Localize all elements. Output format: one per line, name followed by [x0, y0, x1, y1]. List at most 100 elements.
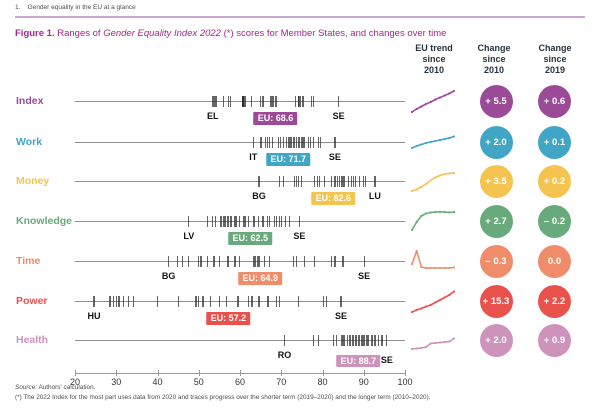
score-tick	[338, 175, 341, 187]
score-tick	[278, 295, 280, 307]
x-axis-tick	[75, 370, 76, 376]
row-label-work: Work	[16, 136, 43, 148]
score-tick	[293, 136, 296, 148]
change-2010-badge: + 5.5	[479, 84, 513, 118]
range-line	[75, 142, 405, 143]
row-label-money: Money	[16, 175, 50, 187]
score-tick	[223, 215, 225, 227]
score-tick	[335, 175, 337, 187]
score-tick	[360, 334, 362, 346]
score-tick	[310, 95, 312, 107]
score-tick	[195, 295, 197, 307]
score-tick	[273, 215, 275, 227]
score-tick	[253, 215, 255, 227]
score-tick	[118, 295, 120, 307]
score-tick	[340, 334, 343, 346]
range-line	[75, 181, 405, 182]
eu-score-badge: EU: 68.6	[253, 112, 298, 125]
sparkline-marker	[429, 179, 432, 182]
score-tick	[278, 175, 280, 187]
score-tick	[312, 95, 315, 107]
score-tick	[275, 95, 277, 107]
score-tick	[200, 255, 203, 267]
score-tick	[260, 136, 262, 148]
score-tick	[288, 215, 291, 227]
score-tick	[252, 136, 254, 148]
sparkline-marker	[434, 210, 437, 214]
score-tick	[363, 255, 365, 267]
x-axis-tick-label: 20	[69, 377, 81, 387]
score-tick	[351, 175, 353, 187]
sparkline-marker	[410, 310, 414, 314]
sparkline-marker	[448, 340, 451, 343]
score-tick	[156, 295, 159, 307]
score-tick	[342, 175, 344, 187]
row-label-time: Time	[16, 255, 41, 267]
sparkline-marker	[452, 171, 456, 175]
sparkline-marker	[424, 182, 428, 186]
score-tick	[238, 215, 240, 227]
score-tick	[259, 95, 262, 107]
x-axis-tick	[281, 370, 283, 376]
score-tick	[298, 95, 300, 107]
change-2019-badge: 0.0	[538, 244, 571, 278]
sparkline-marker	[434, 341, 437, 345]
score-tick	[285, 136, 287, 148]
score-tick	[279, 136, 282, 148]
score-tick	[230, 215, 232, 227]
sparkline-marker	[438, 96, 442, 99]
score-tick	[312, 136, 315, 148]
score-tick	[227, 215, 229, 227]
score-tick	[337, 175, 339, 187]
sparkline-svg	[410, 135, 456, 150]
score-tick	[367, 334, 369, 346]
score-tick	[334, 255, 336, 267]
sparkline-marker	[424, 212, 428, 215]
min-country-label: HU	[87, 311, 101, 321]
score-tick	[207, 255, 209, 267]
column-header-change-2019: Change since 2019	[538, 43, 572, 75]
score-tick	[219, 295, 221, 307]
score-tick	[303, 255, 305, 267]
x-axis-tick	[322, 370, 324, 376]
sparkline-marker	[438, 174, 442, 177]
score-tick	[251, 295, 253, 307]
score-tick	[243, 95, 245, 107]
eu-score-badge: EU: 82.6	[311, 192, 355, 205]
sparkline-marker	[410, 262, 414, 266]
sparkline-marker	[434, 98, 437, 101]
score-tick	[300, 136, 303, 148]
sparkline-marker	[415, 107, 418, 111]
score-tick	[182, 255, 184, 267]
score-tick	[250, 95, 253, 107]
sparkline-marker	[452, 135, 456, 138]
score-tick	[242, 95, 244, 107]
sparkline-marker	[415, 188, 418, 191]
footnote: (*) The 2022 Index for the most part use…	[15, 393, 431, 401]
score-tick	[132, 295, 134, 307]
score-tick	[347, 175, 350, 187]
score-tick	[325, 295, 328, 307]
row-label-power: Power	[16, 295, 48, 307]
sparkline-marker	[443, 172, 446, 176]
score-tick	[313, 175, 315, 187]
score-tick	[268, 136, 270, 148]
sparkline-path	[411, 135, 455, 149]
score-tick	[365, 334, 367, 346]
sparkline-marker	[448, 211, 451, 214]
sparkline-marker	[420, 185, 423, 189]
score-tick	[283, 334, 286, 346]
change-2010-badge: + 2.0	[479, 125, 513, 159]
score-tick	[297, 136, 299, 148]
score-tick	[268, 255, 270, 267]
sparkline-svg	[410, 337, 456, 351]
score-tick	[220, 215, 222, 227]
score-tick	[365, 175, 367, 187]
sparkline-marker	[420, 346, 423, 350]
change-2010-badge: + 2.7	[479, 204, 513, 238]
x-axis-tick	[157, 370, 159, 376]
score-tick	[272, 95, 274, 107]
score-tick	[301, 95, 303, 107]
score-tick	[213, 95, 215, 107]
change-2010-badge: + 2.0	[479, 323, 513, 357]
